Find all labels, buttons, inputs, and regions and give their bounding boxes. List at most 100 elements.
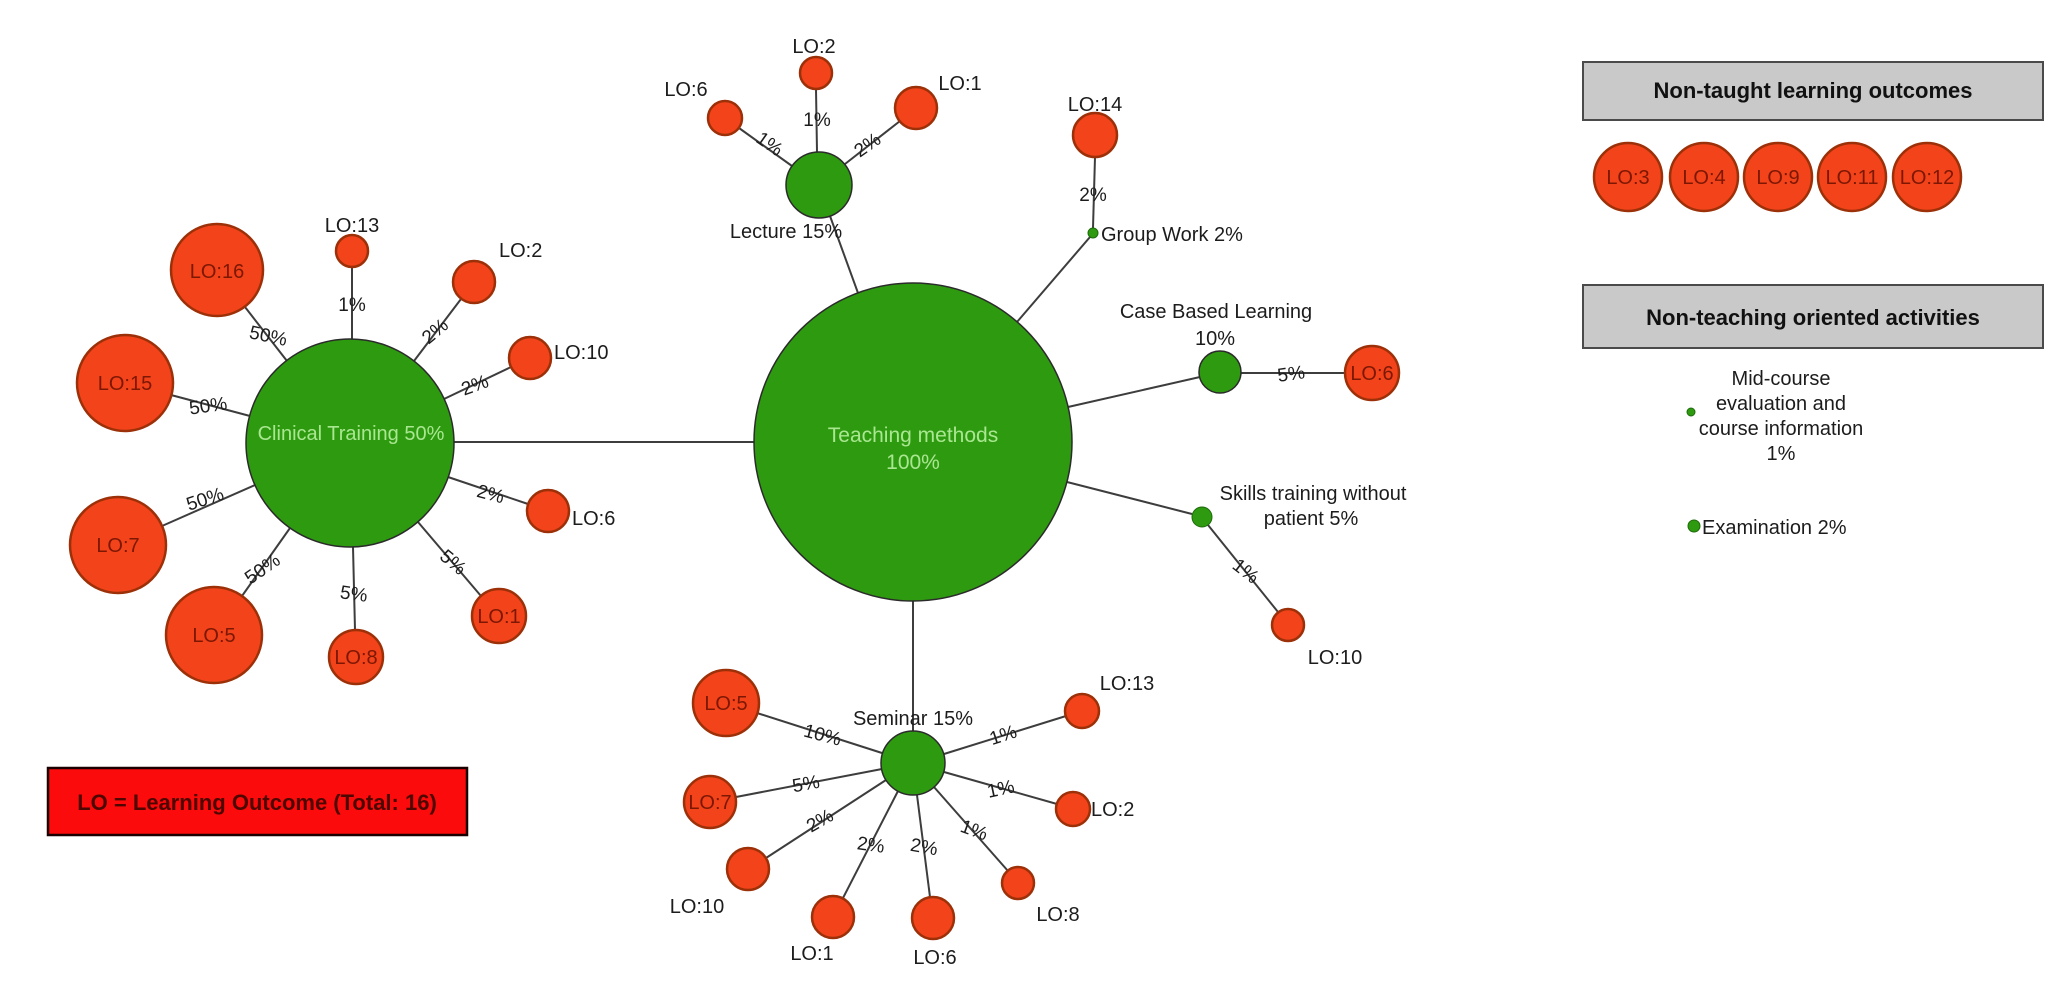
edge-clinical-lo8 — [352, 546, 356, 631]
cluster-skills: Skills training without patient 5% LO:10… — [1191, 483, 1407, 669]
node-lecture — [785, 151, 853, 219]
lecture-lo1-pct: 2% — [851, 129, 886, 162]
seminar-lo2-pct: 1% — [985, 776, 1016, 802]
edge-clinical-lo6 — [447, 476, 529, 505]
lecture-label: Lecture 15% — [730, 221, 843, 243]
edge-lecture-lo1 — [844, 120, 901, 165]
clinical-lo16-pct: 50% — [247, 322, 289, 350]
seminar-lo1-pct: 2% — [856, 833, 886, 858]
node-skills — [1191, 506, 1213, 528]
seminar-lo6-pct: 2% — [909, 835, 940, 860]
edge-clinical-lo16 — [244, 306, 288, 362]
node-seminar-lo10 — [725, 846, 771, 892]
edge-groupwork-lo14 — [1092, 156, 1096, 229]
node-casebased — [1198, 350, 1242, 394]
nontaught-lo9-label: LO:9 — [1756, 167, 1799, 189]
node-seminar-lo6 — [910, 895, 956, 941]
node-seminar-lo1 — [810, 894, 856, 940]
node-nontaught-lo3 — [1592, 141, 1664, 213]
cluster-groupwork: Group Work 2% LO:14 2% — [1068, 94, 1243, 246]
casebased-pct-label: 10% — [1195, 328, 1235, 350]
edge-central-casebased — [1067, 376, 1201, 408]
edge-seminar-lo7 — [735, 768, 883, 798]
groupwork-lo14-pct: 2% — [1079, 185, 1107, 206]
seminar-lo8-label: LO:8 — [1036, 904, 1079, 926]
node-nontaught-lo11 — [1816, 141, 1888, 213]
casebased-label: Case Based Learning — [1120, 301, 1312, 323]
central-label-line2: 100% — [886, 451, 940, 474]
clinical-lo10-label: LO:10 — [554, 342, 608, 364]
seminar-lo10-label: LO:10 — [670, 896, 724, 918]
seminar-lo5-pct: 10% — [801, 721, 843, 751]
edge-seminar-lo5 — [756, 712, 883, 754]
seminar-lo13-pct: 1% — [987, 722, 1020, 750]
clinical-lo10-pct: 2% — [459, 371, 492, 400]
edge-clinical-lo15 — [170, 394, 251, 417]
edge-clinical-lo5 — [241, 527, 291, 597]
node-clinical-lo7 — [68, 495, 168, 595]
cluster-seminar: Seminar 15% LO:5 10% LO:7 5% LO:10 2% LO… — [670, 668, 1154, 969]
node-clinical-lo6 — [525, 488, 571, 534]
lo-note-box — [46, 766, 469, 837]
examination-label: Examination 2% — [1702, 517, 1847, 539]
clinical-lo6-pct: 2% — [474, 481, 506, 508]
seminar-lo7-label: LO:7 — [688, 792, 731, 814]
seminar-lo5-label: LO:5 — [704, 693, 747, 715]
node-seminar-lo5 — [691, 668, 761, 738]
edge-seminar-lo10 — [765, 779, 887, 859]
edge-central-skills — [1066, 481, 1193, 515]
midcourse-line1: Mid-course — [1732, 368, 1831, 390]
nontaught-lo12-label: LO:12 — [1900, 167, 1954, 189]
examination-dot — [1687, 519, 1701, 533]
skills-lo10-pct: 1% — [1228, 555, 1263, 589]
midcourse-dot — [1686, 407, 1696, 417]
cluster-clinical: Clinical Training 50% LO:16 50% LO:13 1%… — [68, 215, 615, 686]
seminar-lo7-pct: 5% — [791, 772, 822, 797]
node-groupwork — [1087, 227, 1099, 239]
node-seminar — [880, 730, 946, 796]
non-teaching-title: Non-teaching oriented activities — [1646, 305, 1980, 330]
node-nontaught-lo9 — [1742, 141, 1814, 213]
cluster-casebased: Case Based Learning 10% LO:6 5% — [1120, 301, 1401, 402]
lecture-lo2-pct: 1% — [803, 110, 831, 131]
midcourse-line2: evaluation and — [1716, 393, 1846, 415]
non-teaching-title-box — [1582, 284, 2044, 349]
central-label-line1: Teaching methods — [828, 424, 998, 447]
edge-clinical-lo2 — [413, 298, 462, 362]
node-lecture-lo6 — [706, 99, 744, 137]
clinical-lo7-label: LO:7 — [96, 535, 139, 557]
node-clinical-lo15 — [75, 333, 175, 433]
cluster-lecture: Lecture 15% LO:6 1% LO:2 1% LO:1 2% — [664, 36, 981, 243]
node-seminar-lo2 — [1054, 790, 1092, 828]
nontaught-lo11-label: LO:11 — [1826, 167, 1879, 189]
node-clinical-lo10 — [507, 335, 553, 381]
seminar-lo13-label: LO:13 — [1100, 673, 1154, 695]
lecture-lo1-label: LO:1 — [938, 73, 981, 95]
clinical-lo2-label: LO:2 — [499, 240, 542, 262]
seminar-label: Seminar 15% — [853, 708, 973, 730]
seminar-lo8-pct: 1% — [957, 816, 990, 845]
groupwork-label: Group Work 2% — [1101, 224, 1243, 246]
node-nontaught-lo4 — [1668, 141, 1740, 213]
node-clinical-lo8 — [327, 628, 385, 686]
skills-label-line2: patient 5% — [1264, 508, 1359, 530]
clinical-label: Clinical Training 50% — [258, 423, 445, 445]
node-teaching-methods — [753, 282, 1073, 602]
midcourse-line4: 1% — [1767, 443, 1796, 465]
node-clinical-lo2 — [451, 259, 497, 305]
node-groupwork-lo14 — [1071, 111, 1119, 159]
edge-clinical-lo10 — [443, 366, 512, 400]
clinical-lo5-pct: 50% — [241, 550, 284, 589]
lecture-lo2-label: LO:2 — [792, 36, 835, 58]
non-taught-title-box — [1582, 61, 2044, 121]
skills-label-line1: Skills training without — [1220, 483, 1407, 505]
clinical-lo1-pct: 5% — [435, 546, 470, 580]
edge-clinical-lo1 — [417, 521, 482, 597]
midcourse-line3: course information — [1699, 418, 1864, 440]
edge-seminar-lo1 — [842, 790, 899, 899]
clinical-lo16-label: LO:16 — [190, 261, 244, 283]
node-clinical-lo16 — [169, 222, 265, 318]
groupwork-lo14-label: LO:14 — [1068, 94, 1122, 116]
edge-lecture-lo6 — [738, 127, 793, 167]
skills-lo10-label: LO:10 — [1308, 647, 1362, 669]
